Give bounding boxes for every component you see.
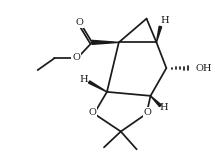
- Polygon shape: [92, 40, 119, 44]
- Text: O: O: [88, 108, 96, 117]
- Text: OH: OH: [195, 64, 212, 73]
- Text: O: O: [75, 18, 83, 27]
- Text: H: H: [80, 76, 89, 84]
- Text: O: O: [144, 108, 152, 117]
- Text: H: H: [159, 103, 168, 112]
- Polygon shape: [89, 81, 107, 92]
- Polygon shape: [157, 26, 162, 42]
- Text: O: O: [72, 53, 80, 62]
- Text: H: H: [160, 16, 169, 25]
- Polygon shape: [150, 96, 161, 107]
